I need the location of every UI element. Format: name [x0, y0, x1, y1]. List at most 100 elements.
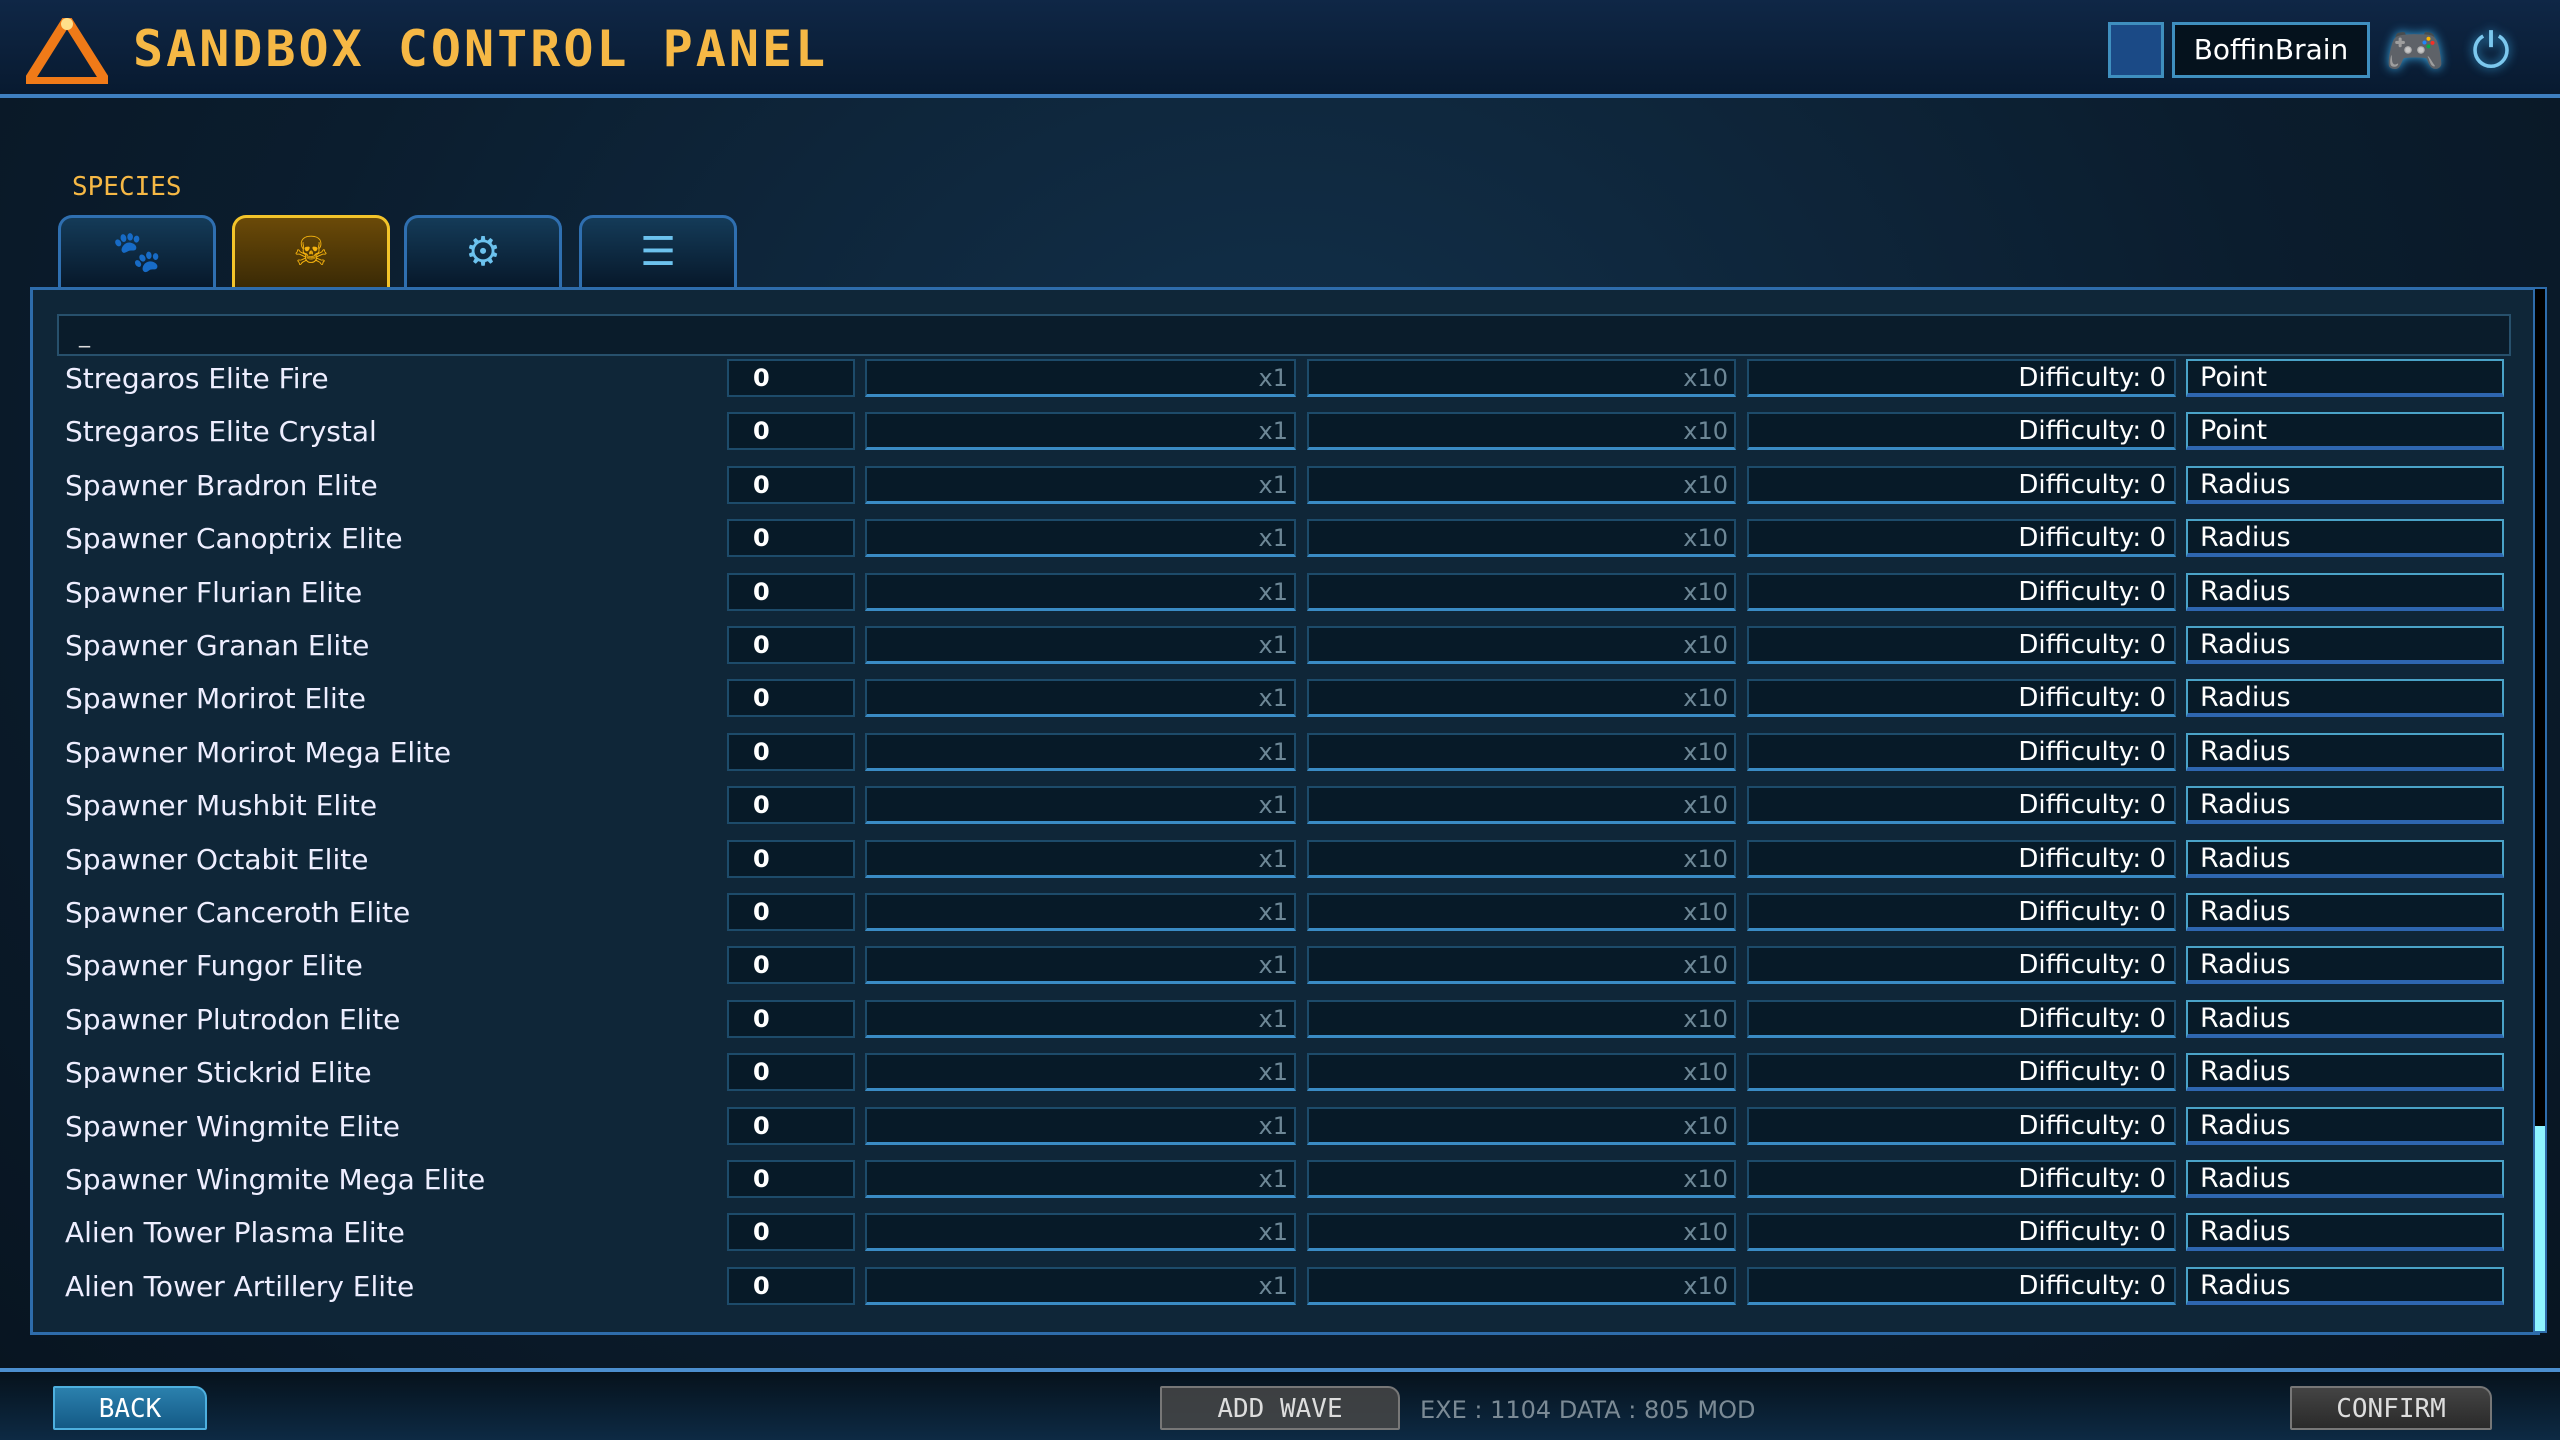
tab-aliens[interactable]: ☠ [232, 215, 390, 287]
count-input[interactable]: 0 [727, 1213, 855, 1252]
count-input[interactable]: 0 [727, 412, 855, 451]
difficulty-slider[interactable]: Difficulty: 0 [1747, 786, 2176, 825]
multiplier-x10-slider[interactable]: x10 [1307, 1106, 1736, 1145]
multiplier-x10-slider[interactable]: x10 [1307, 732, 1736, 771]
multiplier-x10-slider[interactable]: x10 [1307, 412, 1736, 451]
count-input[interactable]: 0 [727, 1053, 855, 1092]
count-input[interactable]: 0 [727, 946, 855, 985]
multiplier-x1-slider[interactable]: x1 [865, 1053, 1296, 1092]
count-input[interactable]: 0 [727, 786, 855, 825]
count-input[interactable]: 0 [727, 519, 855, 558]
multiplier-x10-slider[interactable]: x10 [1307, 1266, 1736, 1305]
spawn-mode-select[interactable]: Radius [2186, 572, 2504, 611]
difficulty-slider[interactable]: Difficulty: 0 [1747, 893, 2176, 931]
power-icon[interactable]: ⏻ [2472, 23, 2510, 79]
multiplier-x1-slider[interactable]: x1 [865, 839, 1296, 878]
multiplier-x1-slider[interactable]: x1 [865, 679, 1296, 718]
multiplier-x1-slider[interactable]: x1 [865, 359, 1296, 397]
spawn-mode-select[interactable]: Radius [2186, 946, 2504, 985]
multiplier-x1-slider[interactable]: x1 [865, 519, 1296, 558]
count-input[interactable]: 0 [727, 359, 855, 397]
count-input[interactable]: 0 [727, 1160, 855, 1198]
difficulty-slider[interactable]: Difficulty: 0 [1747, 465, 2176, 504]
count-input[interactable]: 0 [727, 465, 855, 504]
count-input[interactable]: 0 [727, 1106, 855, 1145]
username[interactable]: BoffinBrain [2172, 22, 2370, 78]
difficulty-slider[interactable]: Difficulty: 0 [1747, 519, 2176, 558]
multiplier-x10-slider[interactable]: x10 [1307, 1053, 1736, 1092]
multiplier-x1-slider[interactable]: x1 [865, 946, 1296, 985]
multiplier-x10-slider[interactable]: x10 [1307, 1160, 1736, 1198]
count-input[interactable]: 0 [727, 893, 855, 931]
spawn-mode-select[interactable]: Radius [2186, 893, 2504, 931]
multiplier-x1-slider[interactable]: x1 [865, 732, 1296, 771]
multiplier-x1-slider[interactable]: x1 [865, 572, 1296, 611]
multiplier-x10-slider[interactable]: x10 [1307, 946, 1736, 985]
spawn-mode-select[interactable]: Radius [2186, 999, 2504, 1038]
multiplier-x1-slider[interactable]: x1 [865, 465, 1296, 504]
spawn-mode-select[interactable]: Point [2186, 412, 2504, 451]
multiplier-x1-slider[interactable]: x1 [865, 1160, 1296, 1198]
multiplier-x1-slider[interactable]: x1 [865, 626, 1296, 664]
multiplier-x10-slider[interactable]: x10 [1307, 626, 1736, 664]
count-input[interactable]: 0 [727, 1266, 855, 1305]
multiplier-x10-slider[interactable]: x10 [1307, 893, 1736, 931]
multiplier-x1-slider[interactable]: x1 [865, 412, 1296, 451]
multiplier-x10-slider[interactable]: x10 [1307, 465, 1736, 504]
multiplier-x1-slider[interactable]: x1 [865, 893, 1296, 931]
difficulty-slider[interactable]: Difficulty: 0 [1747, 359, 2176, 397]
difficulty-slider[interactable]: Difficulty: 0 [1747, 999, 2176, 1038]
spawn-mode-select[interactable]: Point [2186, 359, 2504, 397]
difficulty-slider[interactable]: Difficulty: 0 [1747, 679, 2176, 718]
multiplier-x1-slider[interactable]: x1 [865, 786, 1296, 825]
multiplier-x1-slider[interactable]: x1 [865, 1213, 1296, 1252]
difficulty-slider[interactable]: Difficulty: 0 [1747, 946, 2176, 985]
spawn-mode-select[interactable]: Radius [2186, 1160, 2504, 1198]
difficulty-slider[interactable]: Difficulty: 0 [1747, 412, 2176, 451]
spawn-mode-select[interactable]: Radius [2186, 1106, 2504, 1145]
tab-creatures[interactable]: 🐾 [58, 215, 216, 287]
difficulty-slider[interactable]: Difficulty: 0 [1747, 572, 2176, 611]
spawn-mode-select[interactable]: Radius [2186, 465, 2504, 504]
difficulty-slider[interactable]: Difficulty: 0 [1747, 626, 2176, 664]
spawn-mode-select[interactable]: Radius [2186, 679, 2504, 718]
spawn-mode-select[interactable]: Radius [2186, 519, 2504, 558]
spawn-mode-select[interactable]: Radius [2186, 1266, 2504, 1305]
difficulty-slider[interactable]: Difficulty: 0 [1747, 732, 2176, 771]
count-input[interactable]: 0 [727, 999, 855, 1038]
multiplier-x1-slider[interactable]: x1 [865, 1266, 1296, 1305]
difficulty-slider[interactable]: Difficulty: 0 [1747, 839, 2176, 878]
multiplier-x10-slider[interactable]: x10 [1307, 786, 1736, 825]
difficulty-slider[interactable]: Difficulty: 0 [1747, 1053, 2176, 1092]
scrollbar[interactable] [2533, 287, 2547, 1333]
spawn-mode-select[interactable]: Radius [2186, 1213, 2504, 1252]
spawn-mode-select[interactable]: Radius [2186, 626, 2504, 664]
spawn-mode-select[interactable]: Radius [2186, 1053, 2504, 1092]
tab-list[interactable]: ☰ [579, 215, 737, 287]
multiplier-x10-slider[interactable]: x10 [1307, 359, 1736, 397]
multiplier-x10-slider[interactable]: x10 [1307, 999, 1736, 1038]
count-input[interactable]: 0 [727, 732, 855, 771]
steam-profile-icon[interactable] [2108, 22, 2164, 78]
tab-settings[interactable]: ⚙ [404, 215, 562, 287]
multiplier-x10-slider[interactable]: x10 [1307, 519, 1736, 558]
search-input[interactable]: _ [57, 314, 2511, 356]
difficulty-slider[interactable]: Difficulty: 0 [1747, 1266, 2176, 1305]
count-input[interactable]: 0 [727, 626, 855, 664]
multiplier-x10-slider[interactable]: x10 [1307, 679, 1736, 718]
scrollbar-thumb[interactable] [2535, 1126, 2545, 1331]
spawn-mode-select[interactable]: Radius [2186, 786, 2504, 825]
multiplier-x1-slider[interactable]: x1 [865, 1106, 1296, 1145]
difficulty-slider[interactable]: Difficulty: 0 [1747, 1213, 2176, 1252]
difficulty-slider[interactable]: Difficulty: 0 [1747, 1106, 2176, 1145]
count-input[interactable]: 0 [727, 572, 855, 611]
confirm-button[interactable]: CONFIRM [2290, 1386, 2492, 1430]
count-input[interactable]: 0 [727, 839, 855, 878]
difficulty-slider[interactable]: Difficulty: 0 [1747, 1160, 2176, 1198]
multiplier-x10-slider[interactable]: x10 [1307, 572, 1736, 611]
count-input[interactable]: 0 [727, 679, 855, 718]
multiplier-x10-slider[interactable]: x10 [1307, 1213, 1736, 1252]
add-wave-button[interactable]: ADD WAVE [1160, 1386, 1400, 1430]
discord-icon[interactable]: 🎮 [2385, 23, 2445, 79]
spawn-mode-select[interactable]: Radius [2186, 732, 2504, 771]
